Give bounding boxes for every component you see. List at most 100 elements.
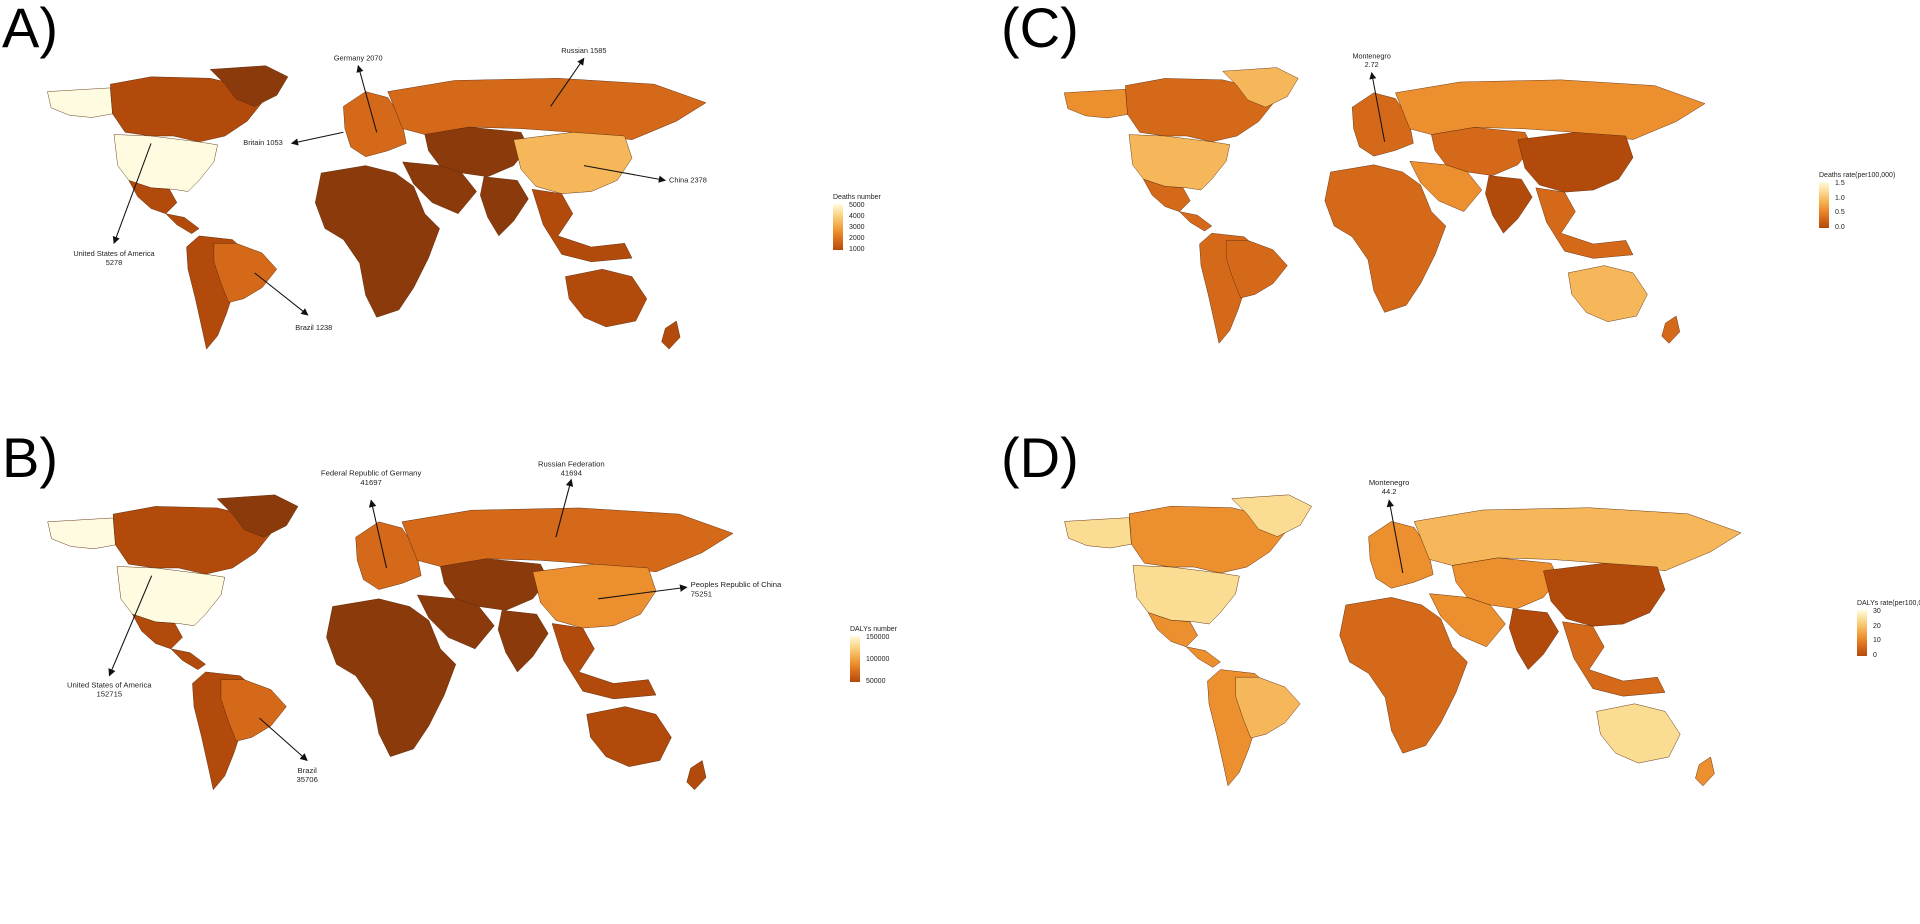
annotation-arrow: [254, 272, 309, 316]
annotation-china: China 2378: [583, 165, 707, 185]
region-brazil: [1235, 676, 1301, 739]
land-regions: [47, 494, 734, 790]
region-china: [532, 563, 657, 629]
annotation-label: 152715: [96, 690, 122, 699]
region-asia: [440, 558, 549, 611]
annotation-arrow: [259, 717, 308, 762]
annotation-label: Brazil: [298, 766, 318, 775]
legend-tick: 150000: [866, 634, 890, 641]
region-seasia: [1535, 187, 1634, 259]
annotation-label: 44.2: [1382, 487, 1397, 496]
region-central: [1185, 646, 1221, 668]
region-mideast: [417, 594, 495, 650]
region-europe: [1368, 521, 1434, 589]
region-russia: [401, 507, 734, 573]
legend-color-bar: [1857, 610, 1867, 656]
legend-tick: 0: [1873, 652, 1877, 659]
annotation-label: 35706: [296, 775, 317, 784]
annotation-arrow: [1369, 71, 1386, 142]
annotation-label: Brazil 1238: [295, 323, 332, 332]
legend-tick: 20: [1873, 622, 1881, 630]
annotation-label: Montenegro: [1352, 51, 1390, 60]
region-mideast: [402, 161, 477, 214]
annotation-label: 75251: [691, 589, 712, 598]
panel-b-letter: B): [2, 426, 58, 489]
region-mexico: [128, 180, 178, 214]
region-russia: [1413, 507, 1742, 572]
region-india: [497, 610, 549, 673]
region-seasia: [1562, 621, 1666, 697]
annotation-russian: Russian 1585: [550, 46, 607, 107]
region-greenland: [1222, 67, 1299, 108]
region-brazil: [213, 243, 278, 303]
region-usa: [113, 134, 218, 192]
region-greenland: [209, 65, 289, 107]
panel-c: (C) Montenegro 2.72 Deaths rate(per100,00…: [995, 0, 1920, 380]
region-na: [47, 517, 116, 549]
region-na: [1064, 517, 1132, 549]
region-india: [1485, 175, 1533, 234]
region-mexico: [1147, 612, 1198, 648]
annotation-britain: Britain 1053: [243, 131, 344, 147]
legend-title: Deaths number: [833, 194, 881, 201]
region-africa: [326, 598, 457, 757]
panel-c-letter: (C): [1001, 0, 1079, 59]
legend-tick: 1.0: [1835, 194, 1845, 202]
region-greenland: [1231, 494, 1312, 537]
region-mideast: [1429, 593, 1506, 648]
region-china: [1517, 132, 1634, 193]
region-nz: [1661, 315, 1681, 344]
annotation-label: China 2378: [669, 176, 707, 185]
annotation-label: Peoples Republic of China: [691, 580, 782, 589]
annotation-arrow: [1386, 499, 1404, 574]
region-mideast: [1409, 160, 1483, 212]
region-india: [480, 176, 529, 237]
region-central: [170, 648, 206, 670]
region-asia: [1431, 127, 1533, 176]
region-africa: [315, 165, 440, 318]
annotation-arrow: [583, 165, 667, 183]
region-greenland: [216, 494, 299, 538]
annotation-germany: Germany 2070: [334, 54, 383, 133]
annotation-label: United States of America: [67, 680, 152, 689]
region-africa: [1339, 597, 1468, 754]
land-regions: [47, 65, 707, 350]
panel-d: (D) Montenegro 44.2 DALYs rate(per100,0 30…: [995, 430, 1920, 810]
region-australia: [586, 706, 672, 767]
annotations: Germany 2070 Russian 1585 Britain 1053 Chin…: [73, 46, 706, 332]
annotation-arrow: [356, 65, 378, 133]
legend-tick: 30: [1873, 608, 1881, 615]
legend-title: DALYs number: [850, 626, 897, 633]
region-india: [1508, 608, 1559, 670]
region-australia: [1596, 703, 1681, 764]
legend-tick: 2000: [849, 235, 865, 242]
legend-tick: 10: [1873, 637, 1881, 645]
region-mexico: [1143, 178, 1191, 212]
annotation-label: Montenegro: [1369, 478, 1410, 487]
annotation-arrow: [112, 143, 152, 244]
legend-title: DALYs rate(per100,0: [1857, 600, 1920, 607]
region-usa: [116, 566, 226, 626]
legend-tick: 0.0: [1835, 224, 1845, 231]
region-brazil: [220, 679, 287, 742]
region-seasia: [551, 623, 657, 700]
region-usa: [1128, 134, 1231, 191]
annotation-arrow: [290, 131, 344, 146]
region-nz: [1695, 756, 1715, 787]
legend-title: Deaths rate(per100,000): [1819, 172, 1896, 179]
annotation-label: 5278: [106, 258, 122, 267]
legend-tick: 100000: [866, 656, 890, 663]
annotation-label: 41697: [360, 478, 381, 487]
region-africa: [1324, 164, 1447, 313]
legend-tick: 4000: [849, 213, 865, 220]
annotation-label: 41694: [561, 469, 583, 478]
